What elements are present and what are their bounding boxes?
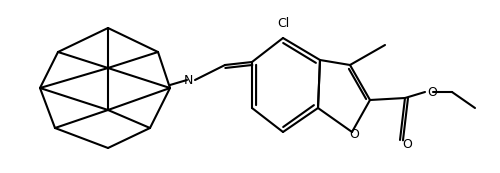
Text: O: O (427, 85, 437, 98)
Text: O: O (402, 139, 412, 152)
Text: O: O (349, 129, 359, 142)
Text: N: N (184, 74, 193, 86)
Text: Cl: Cl (277, 17, 289, 30)
